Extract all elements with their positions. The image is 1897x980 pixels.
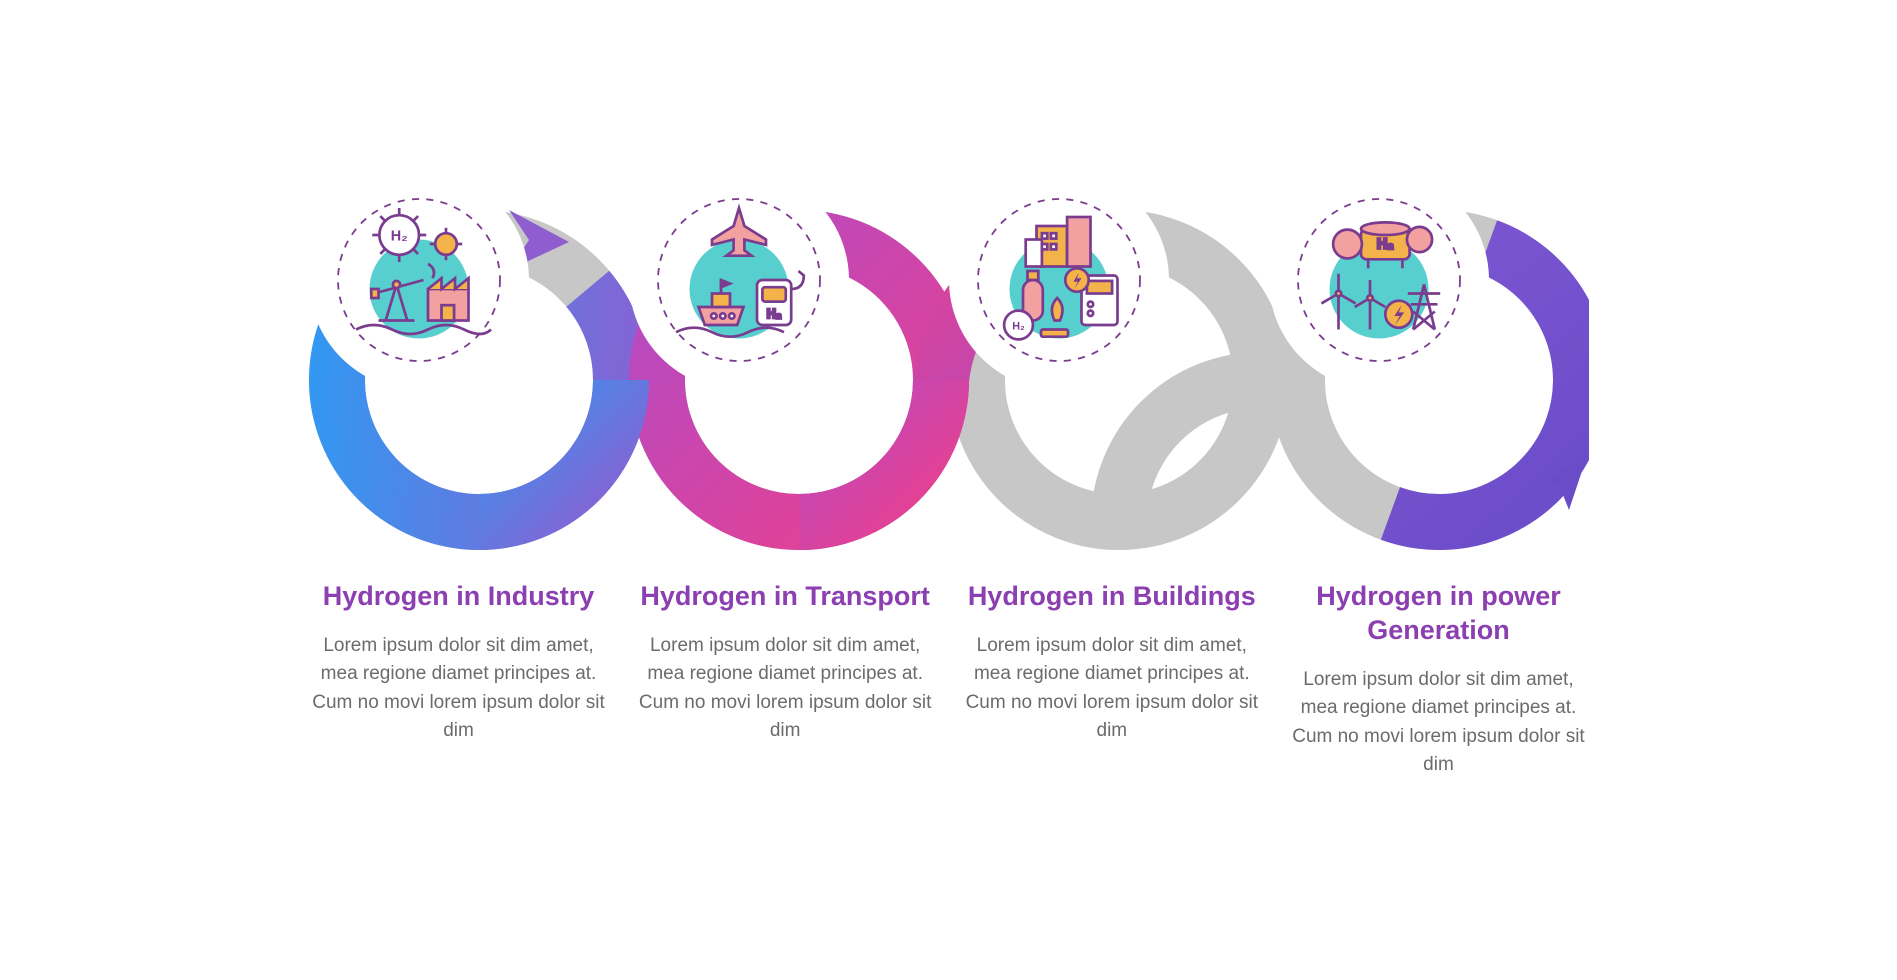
- body-power: Lorem ipsum dolor sit dim amet, mea regi…: [1288, 666, 1588, 780]
- title-transport: Hydrogen in Transport: [635, 580, 935, 614]
- title-buildings: Hydrogen in Buildings: [962, 580, 1262, 614]
- col-transport: Hydrogen in Transport Lorem ipsum dolor …: [635, 580, 935, 780]
- industry-icon: H₂: [329, 190, 509, 370]
- svg-text:H₂: H₂: [1376, 237, 1393, 253]
- transport-icon: H₂: [649, 190, 829, 370]
- icon-slot-transport: H₂: [629, 170, 849, 390]
- infographic-stage: H₂: [249, 110, 1649, 870]
- body-industry: Lorem ipsum dolor sit dim amet, mea regi…: [309, 632, 609, 746]
- svg-text:H₂: H₂: [390, 228, 407, 244]
- col-power: Hydrogen in power Generation Lorem ipsum…: [1288, 580, 1588, 780]
- title-power: Hydrogen in power Generation: [1288, 580, 1588, 648]
- icon-slot-power: H₂: [1269, 170, 1489, 390]
- icon-slot-industry: H₂: [309, 170, 529, 390]
- icon-slot-buildings: H₂: [949, 170, 1169, 390]
- col-buildings: Hydrogen in Buildings Lorem ipsum dolor …: [962, 580, 1262, 780]
- columns: Hydrogen in Industry Lorem ipsum dolor s…: [309, 580, 1589, 780]
- body-buildings: Lorem ipsum dolor sit dim amet, mea regi…: [962, 632, 1262, 746]
- buildings-icon: H₂: [969, 190, 1149, 370]
- title-industry: Hydrogen in Industry: [309, 580, 609, 614]
- col-industry: Hydrogen in Industry Lorem ipsum dolor s…: [309, 580, 609, 780]
- svg-text:H₂: H₂: [1012, 321, 1025, 333]
- svg-text:H₂: H₂: [766, 307, 781, 321]
- body-transport: Lorem ipsum dolor sit dim amet, mea regi…: [635, 632, 935, 746]
- power-icon: H₂: [1289, 190, 1469, 370]
